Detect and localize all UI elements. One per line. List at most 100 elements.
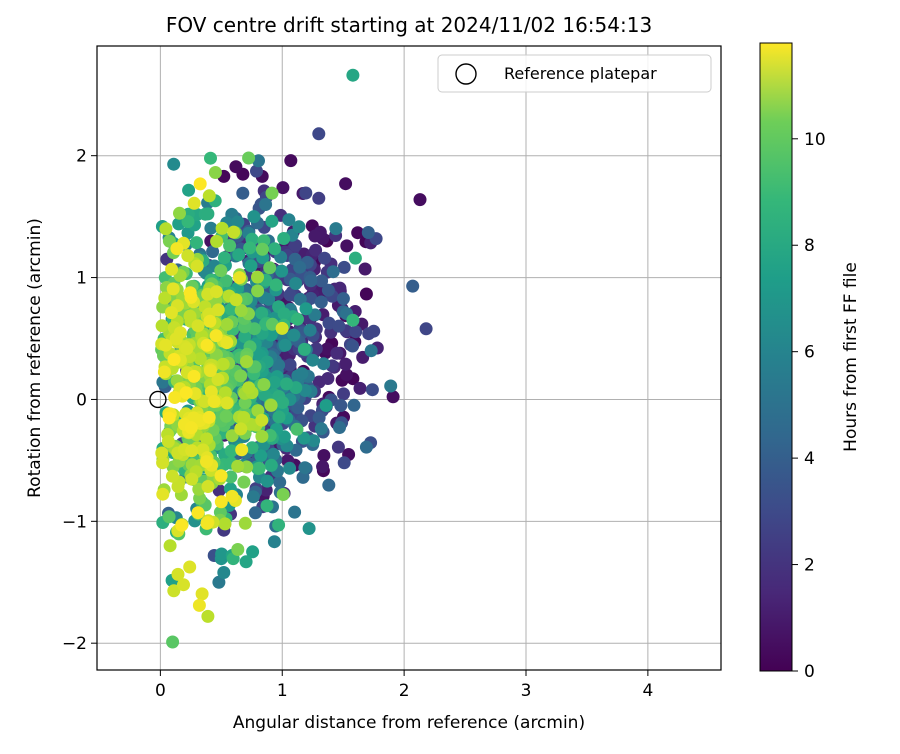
data-point [264,458,278,472]
data-point [244,259,258,273]
data-point [304,274,318,288]
data-point [165,262,179,276]
data-point [269,278,283,292]
data-point [175,518,189,532]
data-point [156,456,170,470]
y-tick-label: 2 [76,147,87,167]
data-point [242,151,256,165]
data-point [193,352,207,366]
data-point [163,539,177,553]
data-point [193,177,207,191]
data-point [316,460,330,474]
x-tick-label: 3 [521,681,532,701]
data-point [218,386,232,400]
data-point [171,480,185,493]
data-point [220,396,234,410]
data-point [238,396,252,410]
data-point [260,474,274,488]
reference-platepar-marker [149,390,167,409]
data-point [257,378,271,391]
data-point [276,396,290,409]
data-point [203,314,217,328]
data-point [200,516,214,530]
plot-frame [96,45,722,671]
data-point [255,306,269,320]
data-point [277,232,291,245]
data-point [202,410,216,424]
data-point [183,286,197,300]
data-point [252,461,266,475]
data-point [322,316,336,330]
data-point [201,609,215,623]
data-point [179,386,193,400]
data-point [180,342,194,356]
data-point [255,429,269,443]
data-point [168,391,182,404]
data-point [333,421,346,434]
data-point [255,413,269,427]
data-point [317,357,331,371]
data-point [306,353,320,367]
data-point [283,461,297,475]
data-point [234,422,248,436]
data-point [277,307,291,321]
data-point [177,578,190,592]
data-point [359,287,373,301]
data-point [238,330,252,344]
data-point [340,368,354,382]
colorbar-tick-label: 8 [804,236,815,256]
data-point [211,373,225,386]
x-tick-label: 0 [155,681,166,701]
data-point [231,543,245,556]
legend-box [437,54,712,93]
data-point [173,206,186,220]
data-point [181,215,195,229]
data-point [225,489,239,503]
data-point [419,322,433,336]
data-point [337,387,350,401]
y-tick-label: 0 [76,390,87,410]
legend: Reference platepar [437,54,712,93]
data-point [347,398,361,412]
data-point [242,381,256,395]
x-axis-ticks: 0 1 2 3 4 [155,670,653,701]
data-point [262,292,276,306]
data-point [289,238,303,252]
data-point [219,409,233,423]
data-point [322,478,336,492]
data-point [364,344,378,358]
data-point [247,210,261,224]
data-point [318,251,332,265]
data-point [312,191,326,205]
data-point [267,535,281,549]
data-point [166,635,180,649]
data-point [266,447,280,461]
data-point [358,262,372,276]
data-point [157,365,171,379]
data-point [406,279,420,293]
data-point [413,193,427,207]
data-point [197,395,211,408]
data-point [246,545,260,559]
data-point [235,443,249,457]
data-point [207,395,221,408]
data-point [202,189,216,203]
y-axis-label: Rotation from reference (arcmin) [25,218,45,498]
data-point [170,242,184,256]
data-point [361,226,375,239]
data-point [223,239,237,253]
data-point [200,338,214,352]
data-point [200,455,213,469]
data-point [214,469,228,483]
data-point [250,164,263,178]
data-point [209,329,223,343]
data-point [330,346,344,360]
data-point [272,358,286,372]
data-point [246,490,260,504]
data-point [268,375,282,389]
data-point [296,470,310,484]
data-point [190,259,204,273]
data-point [216,357,230,371]
data-point [297,342,311,356]
